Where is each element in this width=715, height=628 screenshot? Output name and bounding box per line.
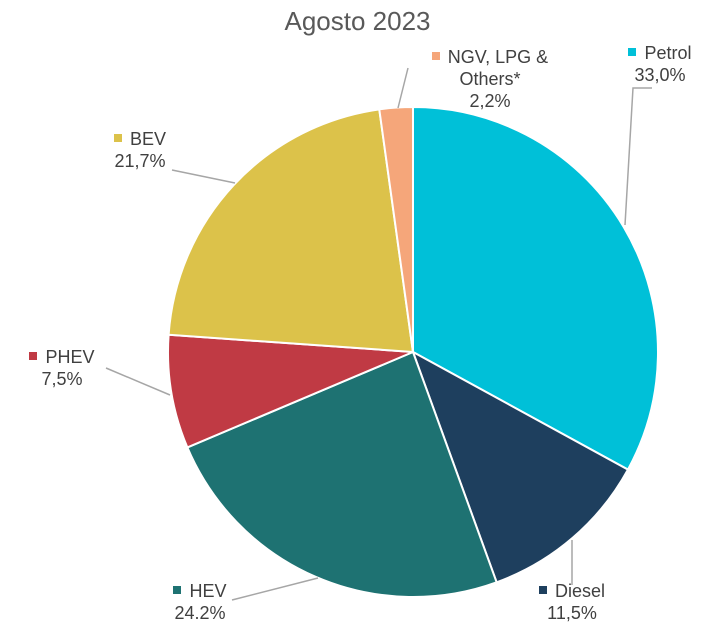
legend-swatch bbox=[113, 134, 122, 143]
pie-slice bbox=[412, 105, 659, 471]
leader-line bbox=[231, 577, 319, 601]
value-label: 2,2% bbox=[469, 91, 511, 111]
slice-label: PHEV 7,5% bbox=[2, 346, 122, 390]
category-name: Petrol bbox=[644, 43, 692, 63]
value-label: 33,0% bbox=[634, 65, 686, 85]
label-name-line: PHEV bbox=[2, 346, 122, 368]
label-name-line: NGV, LPG & Others* bbox=[415, 46, 565, 90]
leader-line bbox=[105, 367, 171, 396]
legend-swatch bbox=[173, 586, 182, 595]
pie-slice bbox=[167, 333, 414, 449]
label-name-line: HEV bbox=[140, 580, 260, 602]
pie-slice bbox=[167, 108, 415, 354]
pie-slice bbox=[378, 105, 414, 353]
pie-slice bbox=[411, 349, 630, 584]
legend-swatch bbox=[431, 52, 440, 61]
slice-label: BEV 21,7% bbox=[80, 128, 200, 172]
slice-label: Petrol 33,0% bbox=[600, 42, 715, 86]
value-label: 7,5% bbox=[41, 369, 83, 389]
slice-label: NGV, LPG & Others* 2,2% bbox=[415, 46, 565, 112]
label-name-line: Petrol bbox=[600, 42, 715, 64]
category-name: PHEV bbox=[45, 347, 95, 367]
category-name: Diesel bbox=[554, 581, 606, 601]
slice-label: HEV 24.2% bbox=[140, 580, 260, 624]
category-name: HEV bbox=[189, 581, 227, 601]
leader-line bbox=[624, 87, 652, 226]
slice-label: Diesel 11,5% bbox=[512, 580, 632, 624]
leader-line bbox=[397, 67, 409, 109]
legend-swatch bbox=[538, 586, 547, 595]
pie-slice bbox=[186, 350, 498, 598]
leader-line bbox=[171, 169, 236, 184]
value-label: 24.2% bbox=[174, 603, 226, 623]
label-name-line: BEV bbox=[80, 128, 200, 150]
value-label: 21,7% bbox=[114, 151, 166, 171]
legend-swatch bbox=[628, 48, 637, 57]
category-name: BEV bbox=[129, 129, 167, 149]
value-label: 11,5% bbox=[547, 603, 597, 623]
chart-title: Agosto 2023 bbox=[284, 6, 431, 36]
legend-swatch bbox=[29, 352, 38, 361]
category-name: NGV, LPG & Others* bbox=[447, 47, 549, 89]
label-name-line: Diesel bbox=[512, 580, 632, 602]
